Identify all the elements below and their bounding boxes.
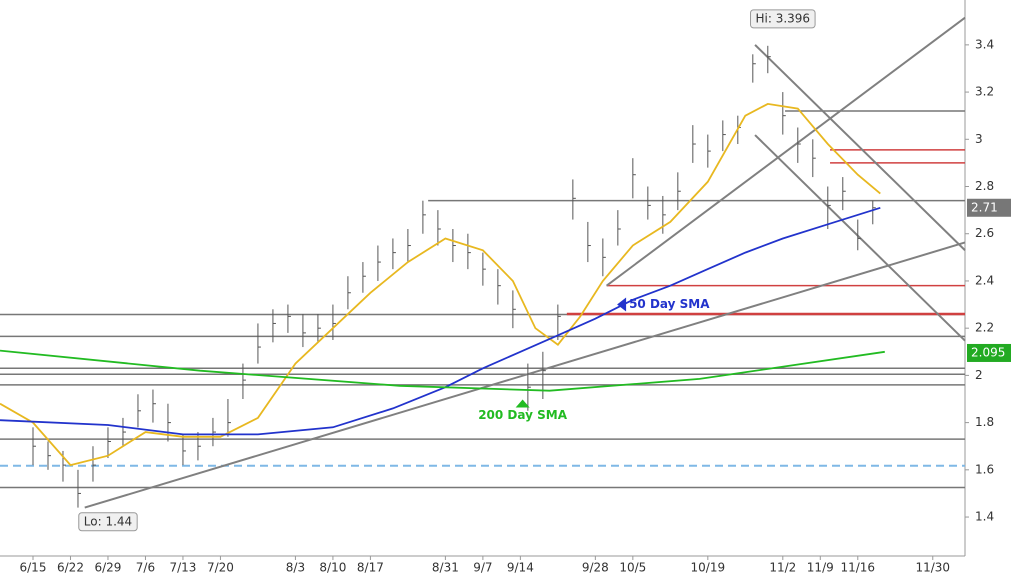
sma-line	[0, 102, 881, 467]
y-tick-label: 2.8	[975, 179, 994, 193]
trend-line	[754, 44, 966, 251]
y-tick-label: 2.6	[975, 226, 994, 240]
x-tick-label: 7/6	[136, 561, 155, 575]
x-tick-label: 8/17	[357, 561, 384, 575]
x-tick-label: 11/9	[807, 561, 834, 575]
x-tick-label: 8/31	[432, 561, 459, 575]
y-tick-label: 1.6	[975, 462, 994, 476]
trend-line	[84, 241, 966, 509]
series-label: 200 Day SMA	[478, 408, 568, 422]
price-tag-label: 2.095	[971, 345, 1005, 359]
trend-line	[605, 16, 966, 287]
y-tick-label: 1.4	[975, 510, 994, 524]
x-tick-label: 6/22	[57, 561, 84, 575]
y-tick-label: 3	[975, 132, 983, 146]
price-tag	[967, 198, 1011, 217]
label-arrow	[515, 399, 530, 408]
x-tick-label: 8/10	[319, 561, 346, 575]
price-tag	[967, 343, 1011, 362]
annotation: Lo: 1.44	[84, 514, 132, 528]
x-tick-label: 11/2	[769, 561, 796, 575]
label-arrow	[617, 297, 627, 312]
x-tick-label: 8/3	[286, 561, 305, 575]
y-tick-label: 1.8	[975, 415, 994, 429]
sma-line	[0, 349, 885, 392]
trend-line	[754, 134, 966, 342]
x-tick-label: 9/7	[473, 561, 492, 575]
y-tick-label: 3.2	[975, 85, 994, 99]
annotation: Hi: 3.396	[756, 11, 811, 25]
x-tick-label: 9/28	[582, 561, 609, 575]
annotation-box	[750, 9, 816, 29]
x-tick-label: 7/13	[169, 561, 196, 575]
y-tick-label: 2.4	[975, 273, 994, 287]
x-tick-label: 6/29	[94, 561, 121, 575]
x-tick-label: 10/5	[619, 561, 646, 575]
x-tick-label: 6/15	[20, 561, 47, 575]
y-tick-label: 2.2	[975, 321, 994, 335]
x-tick-label: 11/30	[915, 561, 950, 575]
x-tick-label: 10/19	[691, 561, 726, 575]
x-tick-label: 7/20	[207, 561, 234, 575]
sma-line	[0, 206, 881, 436]
x-tick-label: 11/16	[840, 561, 875, 575]
series-label: 50 Day SMA	[629, 297, 710, 311]
price-tag-label: 2.71	[971, 200, 998, 214]
annotation-box	[78, 512, 138, 532]
y-tick-label: 2	[975, 368, 983, 382]
x-tick-label: 9/14	[507, 561, 534, 575]
y-tick-label: 3.4	[975, 37, 994, 51]
